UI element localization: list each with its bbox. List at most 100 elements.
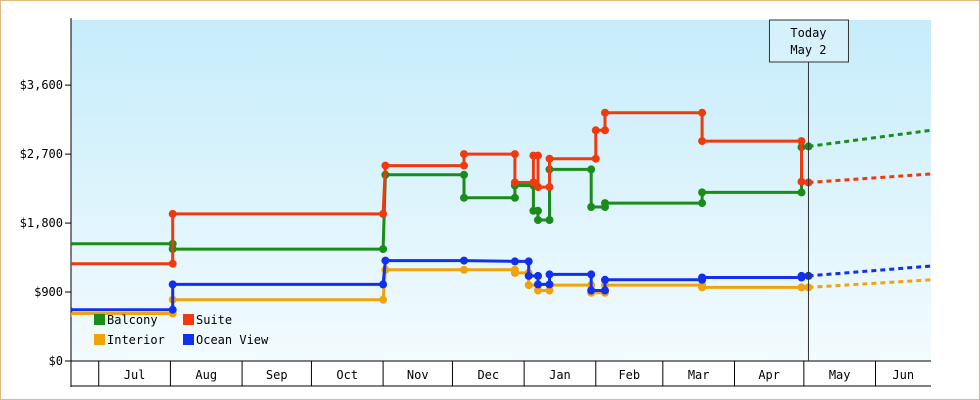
x-tick-label: Oct: [336, 368, 358, 382]
data-point: [698, 188, 707, 197]
data-point: [510, 150, 519, 159]
data-point: [601, 126, 609, 135]
data-point: [168, 259, 177, 268]
data-point: [601, 199, 609, 208]
y-tick-label: $2,700: [20, 147, 63, 161]
data-point: [591, 154, 600, 163]
data-point: [534, 216, 542, 224]
data-point: [460, 170, 468, 179]
data-point: [510, 268, 519, 277]
data-point: [524, 257, 533, 266]
x-tick-label: Aug: [195, 368, 217, 382]
data-point: [71, 240, 73, 248]
today-marker: Today May 2: [768, 19, 849, 361]
data-point: [534, 151, 542, 160]
data-point: [591, 126, 600, 135]
x-tick-label: Jun: [892, 368, 914, 382]
data-point: [587, 270, 596, 279]
legend-swatch: [94, 334, 105, 345]
data-point: [587, 286, 596, 295]
data-point: [797, 271, 806, 280]
data-point: [524, 271, 533, 280]
legend-swatch: [94, 314, 105, 325]
data-point: [168, 305, 177, 314]
data-point: [534, 206, 542, 215]
data-point: [534, 280, 542, 289]
data-point: [797, 177, 806, 186]
data-point: [379, 245, 388, 254]
data-point: [698, 199, 707, 208]
y-tick-label: $3,600: [20, 78, 63, 92]
data-point: [545, 216, 554, 224]
data-point: [545, 280, 554, 289]
x-tick-label: Apr: [758, 368, 780, 382]
data-point: [510, 257, 519, 266]
data-point: [71, 260, 73, 267]
data-point: [168, 209, 177, 218]
data-point: [379, 295, 388, 304]
data-point: [601, 286, 609, 295]
data-point: [381, 256, 390, 265]
x-tick-label: Sep: [266, 368, 288, 382]
series-forecast-line: [808, 128, 931, 148]
x-tick-label: Feb: [618, 368, 640, 382]
today-box: [768, 19, 849, 63]
data-point: [379, 280, 388, 289]
data-point: [381, 161, 390, 170]
data-point: [534, 286, 542, 295]
data-point: [460, 193, 468, 202]
legend-item: Interior: [94, 333, 165, 347]
x-tick-label: Mar: [688, 368, 710, 382]
x-tick-label: Dec: [477, 368, 499, 382]
legend-label: Ocean View: [196, 333, 269, 347]
x-tick-label: Nov: [407, 368, 429, 382]
data-point: [698, 273, 707, 282]
data-point: [510, 193, 519, 202]
data-point: [698, 137, 707, 146]
y-tick-label: $1,800: [20, 216, 63, 230]
y-tick-label: $0: [49, 354, 63, 368]
data-point: [71, 306, 73, 313]
legend-swatch: [183, 334, 194, 345]
legend-swatch: [183, 314, 194, 325]
series-ocean-view: [71, 256, 931, 314]
x-tick-label: Jan: [549, 368, 571, 382]
data-point: [510, 178, 519, 187]
data-point: [545, 183, 554, 192]
series-forecast-line: [808, 264, 931, 278]
legend-label: Interior: [107, 333, 165, 347]
plot-background: [71, 20, 931, 361]
data-point: [587, 165, 596, 174]
data-point: [587, 203, 596, 211]
x-tick-label: May: [829, 368, 851, 382]
data-point: [534, 271, 542, 280]
series-suite: [71, 108, 931, 268]
data-point: [797, 137, 806, 146]
data-point: [698, 108, 707, 117]
series-layer: [71, 108, 931, 318]
data-point: [460, 265, 468, 274]
data-point: [460, 256, 468, 265]
x-axis: Jul Aug Sep Oct Nov Dec Jan Feb Mar Apr May Jun: [71, 360, 931, 387]
data-point: [524, 281, 533, 290]
series-forecast-line: [808, 278, 931, 289]
data-point: [534, 183, 542, 192]
series-forecast-line: [808, 172, 931, 184]
y-axis: $0 $900 $1,800 $2,700 $3,600: [20, 18, 72, 387]
data-point: [379, 209, 388, 218]
data-point: [460, 161, 468, 170]
data-point: [601, 275, 609, 284]
legend-label: Balcony: [107, 313, 158, 327]
today-date: May 2: [790, 43, 826, 57]
legend-label: Suite: [196, 313, 232, 327]
today-label: Today: [790, 26, 826, 40]
y-tick-label: $900: [34, 285, 63, 299]
legend: Balcony Suite Interior Ocean View: [94, 313, 269, 347]
x-tick-label: Jul: [124, 368, 146, 382]
data-point: [797, 283, 806, 292]
data-point: [698, 283, 707, 292]
legend-item: Balcony: [94, 313, 158, 327]
legend-item: Ocean View: [183, 333, 269, 347]
